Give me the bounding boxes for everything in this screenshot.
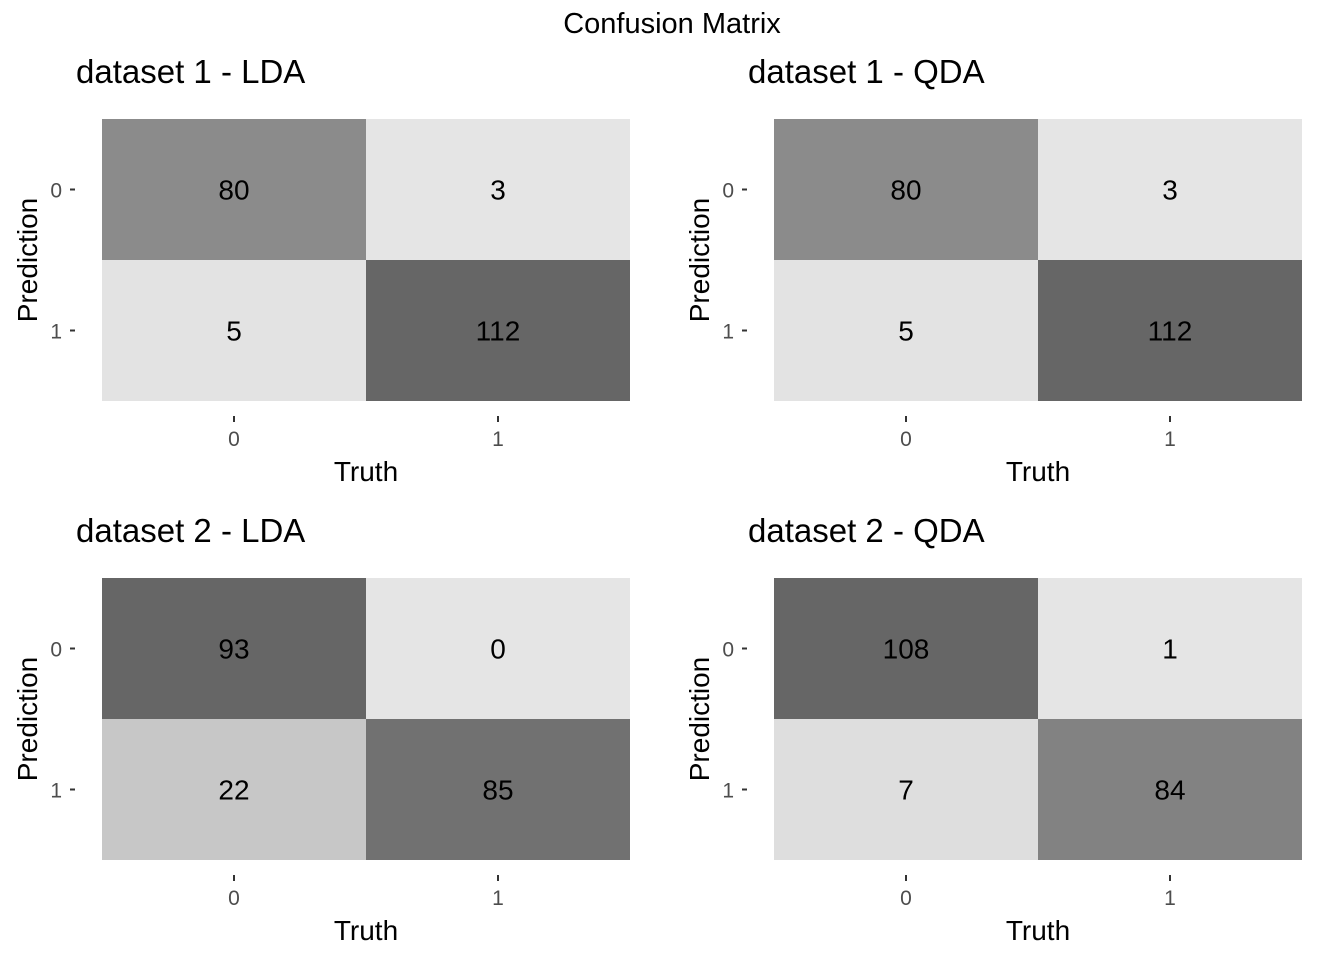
panel-title: dataset 1 - QDA — [748, 53, 985, 90]
x-tick-label: 0 — [228, 428, 240, 451]
cell-value-label: 22 — [218, 775, 249, 806]
cell-value-label: 80 — [890, 175, 921, 206]
cell-value-label: 108 — [883, 634, 930, 665]
heatmap-cell — [366, 119, 630, 260]
cell-value-label: 84 — [1154, 775, 1185, 806]
y-tick-label: 1 — [50, 321, 62, 344]
y-axis-title: Prediction — [684, 198, 715, 323]
cell-value-label: 5 — [226, 316, 242, 347]
x-tick-label: 1 — [492, 428, 504, 451]
heatmap-cell — [102, 260, 366, 401]
heatmap-cell — [774, 119, 1038, 260]
y-tick-label: 1 — [50, 780, 62, 803]
x-tick-label: 0 — [900, 887, 912, 910]
figure-title: Confusion Matrix — [563, 8, 781, 40]
cell-value-label: 112 — [1148, 316, 1193, 347]
cell-value-label: 93 — [218, 634, 249, 665]
heatmap-cell — [1038, 260, 1302, 401]
x-axis-title: Truth — [1006, 456, 1070, 487]
y-tick-label: 1 — [722, 321, 734, 344]
heatmap-cell — [1038, 719, 1302, 860]
heatmap-cell — [1038, 578, 1302, 719]
cell-value-label: 1 — [1162, 634, 1178, 665]
x-tick-label: 0 — [900, 428, 912, 451]
panel-title: dataset 2 - QDA — [748, 512, 985, 549]
y-tick-label: 0 — [722, 180, 734, 203]
x-axis-title: Truth — [334, 915, 398, 946]
heatmap-cell — [774, 260, 1038, 401]
cell-value-label: 3 — [1162, 175, 1178, 206]
y-tick-label: 1 — [722, 780, 734, 803]
x-tick-label: 1 — [1164, 428, 1176, 451]
cell-value-label: 85 — [482, 775, 513, 806]
cell-value-label: 7 — [898, 775, 914, 806]
heatmap-cell — [366, 578, 630, 719]
x-tick-label: 0 — [228, 887, 240, 910]
heatmap-cell — [102, 578, 366, 719]
y-tick-label: 0 — [50, 639, 62, 662]
panel-title: dataset 2 - LDA — [76, 512, 305, 549]
y-tick-label: 0 — [50, 180, 62, 203]
panel-1: dataset 1 - LDA 80 3 5 112 0 1 0 1 Truth Predictio… — [12, 53, 630, 487]
x-axis-title: Truth — [1006, 915, 1070, 946]
panel-3: dataset 2 - LDA 93 0 22 85 0 1 0 1 Truth Predictio… — [12, 512, 630, 946]
heatmap-cell — [102, 719, 366, 860]
panel-4: dataset 2 - QDA 108 1 7 84 0 1 0 1 Truth Predictio… — [684, 512, 1302, 946]
y-axis-title: Prediction — [12, 198, 43, 323]
x-tick-label: 1 — [492, 887, 504, 910]
x-axis-title: Truth — [334, 456, 398, 487]
heatmap-cell — [102, 119, 366, 260]
y-tick-label: 0 — [722, 639, 734, 662]
panel-title: dataset 1 - LDA — [76, 53, 305, 90]
cell-value-label: 80 — [218, 175, 249, 206]
heatmap-cell — [774, 578, 1038, 719]
y-axis-title: Prediction — [684, 657, 715, 782]
cell-value-label: 112 — [476, 316, 521, 347]
cell-value-label: 0 — [490, 634, 506, 665]
heatmap-cell — [366, 260, 630, 401]
panel-2: dataset 1 - QDA 80 3 5 112 0 1 0 1 Truth Predictio… — [684, 53, 1302, 487]
heatmap-cell — [366, 719, 630, 860]
x-tick-label: 1 — [1164, 887, 1176, 910]
heatmap-cell — [1038, 119, 1302, 260]
cell-value-label: 3 — [490, 175, 506, 206]
cell-value-label: 5 — [898, 316, 914, 347]
y-axis-title: Prediction — [12, 657, 43, 782]
heatmap-cell — [774, 719, 1038, 860]
panels: dataset 1 - LDA 80 3 5 112 0 1 0 1 Truth Predictio… — [12, 53, 1302, 946]
